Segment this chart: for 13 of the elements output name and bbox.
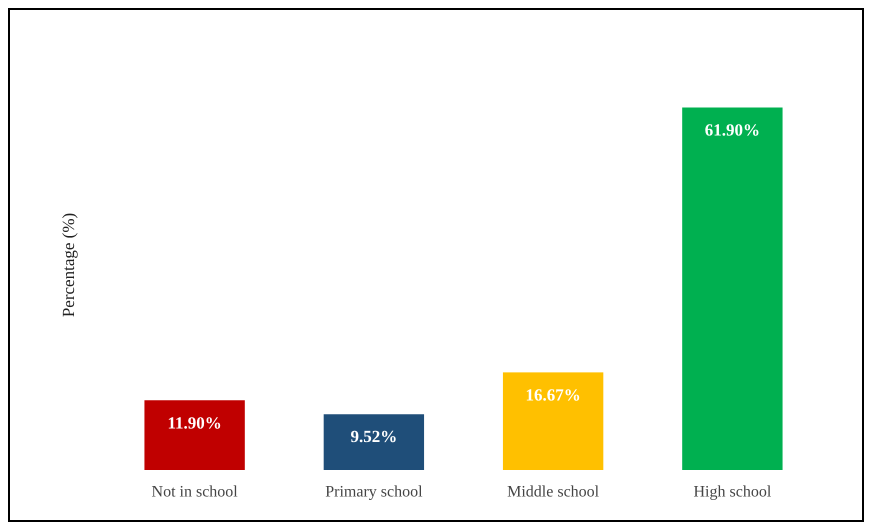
- bar: [324, 414, 424, 470]
- data-label: 9.52%: [350, 427, 398, 446]
- bar: [682, 107, 783, 470]
- x-tick-label: Primary school: [325, 484, 424, 500]
- data-label: 16.67%: [526, 385, 581, 404]
- data-label: 11.90%: [167, 413, 222, 432]
- y-axis-title: Percentage (%): [59, 212, 78, 318]
- bar: [144, 400, 245, 470]
- bar: [502, 372, 604, 470]
- x-tick-label: High school: [693, 484, 772, 500]
- x-tick-label: Not in school: [152, 484, 238, 500]
- x-tick-label: Middle school: [507, 484, 600, 500]
- data-label: 61.90%: [704, 120, 760, 140]
